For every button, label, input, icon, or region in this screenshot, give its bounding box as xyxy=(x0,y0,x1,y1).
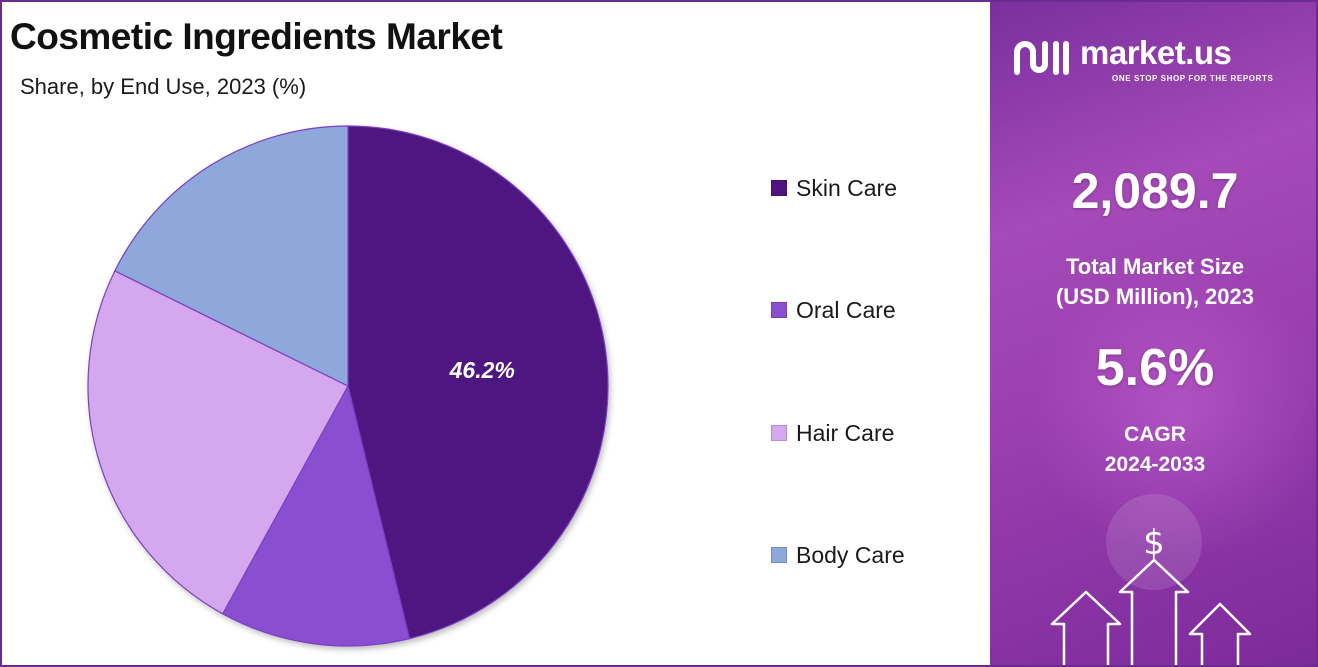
pie-chart: 46.2% xyxy=(87,125,609,647)
chart-title: Cosmetic Ingredients Market xyxy=(10,16,503,57)
coin-circle xyxy=(1106,494,1202,590)
chart-panel: Cosmetic Ingredients Market Share, by En… xyxy=(2,2,990,665)
pie-slice-oral-care xyxy=(221,384,411,647)
dollar-sign-icon: $ xyxy=(1143,523,1165,563)
pie-slice-skin-care xyxy=(347,125,609,640)
up-arrow-right-icon xyxy=(1188,602,1252,665)
legend-swatch xyxy=(771,302,787,318)
brand-tagline: ONE STOP SHOP FOR THE REPORTS xyxy=(1112,74,1274,83)
brand-name: market.us xyxy=(1080,34,1232,71)
cagr-value: 5.6% xyxy=(1095,339,1215,397)
legend-item-skin-care: Skin Care xyxy=(771,162,971,214)
brand-logo: market.us ONE STOP SHOP FOR THE REPORTS xyxy=(1012,32,1302,92)
pie-slice-body-care xyxy=(114,125,349,387)
legend-label: Oral Care xyxy=(796,296,896,323)
legend-swatch xyxy=(771,425,787,441)
legend-item-body-care: Body Care xyxy=(771,529,971,581)
market-size-value: 2,089.7 xyxy=(1071,163,1239,219)
stats-panel: market.us ONE STOP SHOP FOR THE REPORTS … xyxy=(990,2,1316,665)
market-us-logo-icon xyxy=(1014,41,1069,75)
legend-item-hair-care: Hair Care xyxy=(771,407,971,459)
chart-subtitle: Share, by End Use, 2023 (%) xyxy=(20,74,307,99)
cagr-label-line1: CAGR xyxy=(1124,423,1186,446)
legend-swatch xyxy=(771,180,787,196)
legend-item-oral-care: Oral Care xyxy=(771,284,971,336)
legend-label: Hair Care xyxy=(796,419,895,446)
market-size-label-line1: Total Market Size xyxy=(1065,254,1245,279)
legend-swatch xyxy=(771,547,787,563)
cagr-label-line2: 2024-2033 xyxy=(1104,453,1206,476)
pie-slice-hair-care xyxy=(87,270,349,615)
up-arrow-left-icon xyxy=(1050,590,1122,665)
market-size-label-line2: (USD Million), 2023 xyxy=(1055,284,1255,309)
growth-arrows-decoration: $ xyxy=(1050,494,1252,665)
legend-label: Skin Care xyxy=(796,174,897,201)
background-glow xyxy=(1030,262,1316,562)
legend-label: Body Care xyxy=(796,541,905,568)
up-arrow-center-icon xyxy=(1118,558,1190,665)
data-label-skin-care: 46.2% xyxy=(449,357,515,383)
